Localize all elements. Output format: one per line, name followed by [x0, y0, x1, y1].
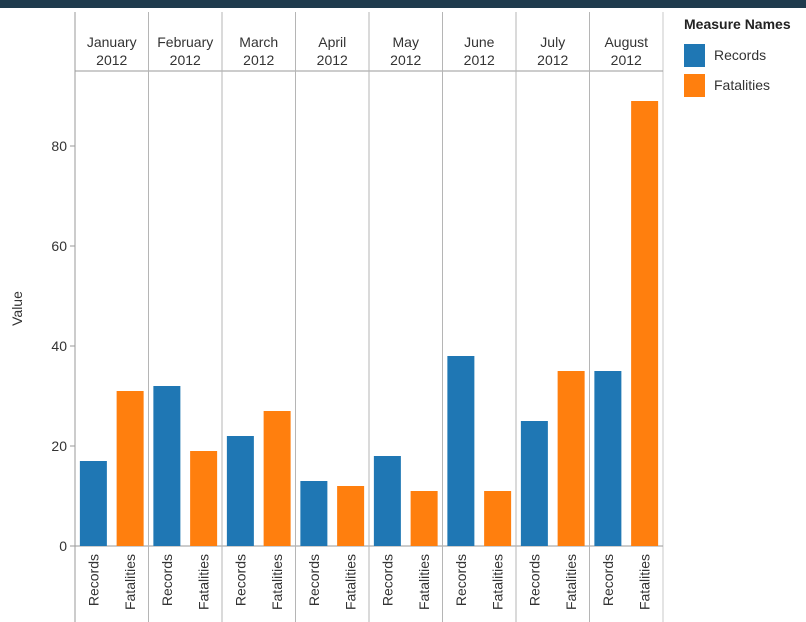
month-header-year: 2012: [464, 52, 495, 68]
legend-label-records: Records: [714, 47, 767, 63]
x-category-label: Fatalities: [196, 554, 212, 610]
x-category-label: Records: [600, 554, 616, 606]
bar-records-march: [226, 436, 254, 546]
x-category-label: Fatalities: [122, 554, 138, 610]
legend-title: Measure Names: [684, 16, 791, 32]
month-header-year: 2012: [611, 52, 642, 68]
bar-fatalities-august: [631, 101, 659, 546]
x-category-label: Records: [453, 554, 469, 606]
x-category-label: Records: [526, 554, 542, 606]
y-axis-label: Value: [9, 291, 25, 326]
bar-records-april: [300, 481, 328, 546]
bar-records-august: [594, 371, 622, 546]
x-category-label: Fatalities: [343, 554, 359, 610]
bar-fatalities-may: [410, 491, 438, 546]
x-category-label: Fatalities: [490, 554, 506, 610]
x-category-label: Fatalities: [269, 554, 285, 610]
month-header-name: April: [318, 34, 346, 50]
month-header-name: May: [393, 34, 419, 50]
y-tick-label: 80: [51, 138, 67, 154]
y-tick-label: 60: [51, 238, 67, 254]
x-category-label: Records: [306, 554, 322, 606]
bar-fatalities-april: [337, 486, 365, 546]
bar-fatalities-february: [190, 451, 218, 546]
x-category-label: Fatalities: [563, 554, 579, 610]
y-tick-label: 40: [51, 338, 67, 354]
bar-records-july: [520, 421, 548, 546]
bar-fatalities-june: [484, 491, 512, 546]
bar-fatalities-march: [263, 411, 291, 546]
x-category-label: Records: [379, 554, 395, 606]
month-header-year: 2012: [390, 52, 421, 68]
month-header-year: 2012: [170, 52, 201, 68]
x-category-label: Fatalities: [416, 554, 432, 610]
legend-swatch-records: [684, 43, 705, 67]
y-tick-label: 20: [51, 438, 67, 454]
month-header-name: January: [87, 34, 137, 50]
month-header-year: 2012: [537, 52, 568, 68]
bar-records-january: [79, 461, 107, 546]
month-header-name: June: [464, 34, 495, 50]
legend-item-records[interactable]: Records: [684, 40, 806, 70]
legend: Measure Names Records Fatalities: [684, 16, 806, 100]
month-header-name: August: [604, 34, 648, 50]
bar-records-february: [153, 386, 181, 546]
x-category-label: Records: [159, 554, 175, 606]
bar-records-june: [447, 356, 475, 546]
x-category-label: Records: [85, 554, 101, 606]
bar-fatalities-january: [116, 391, 144, 546]
x-category-label: Fatalities: [637, 554, 653, 610]
month-header-name: July: [540, 34, 565, 50]
bar-fatalities-july: [557, 371, 585, 546]
month-header-year: 2012: [96, 52, 127, 68]
month-header-name: February: [157, 34, 213, 50]
window-top-bar: [0, 0, 806, 8]
month-header-year: 2012: [243, 52, 274, 68]
x-category-label: Records: [232, 554, 248, 606]
legend-label-fatalities: Fatalities: [714, 77, 771, 93]
month-header-name: March: [239, 34, 278, 50]
month-header-year: 2012: [317, 52, 348, 68]
legend-item-fatalities[interactable]: Fatalities: [684, 70, 806, 100]
bar-records-may: [373, 456, 401, 546]
y-tick-label: 0: [59, 538, 67, 554]
legend-swatch-fatalities: [684, 73, 705, 97]
